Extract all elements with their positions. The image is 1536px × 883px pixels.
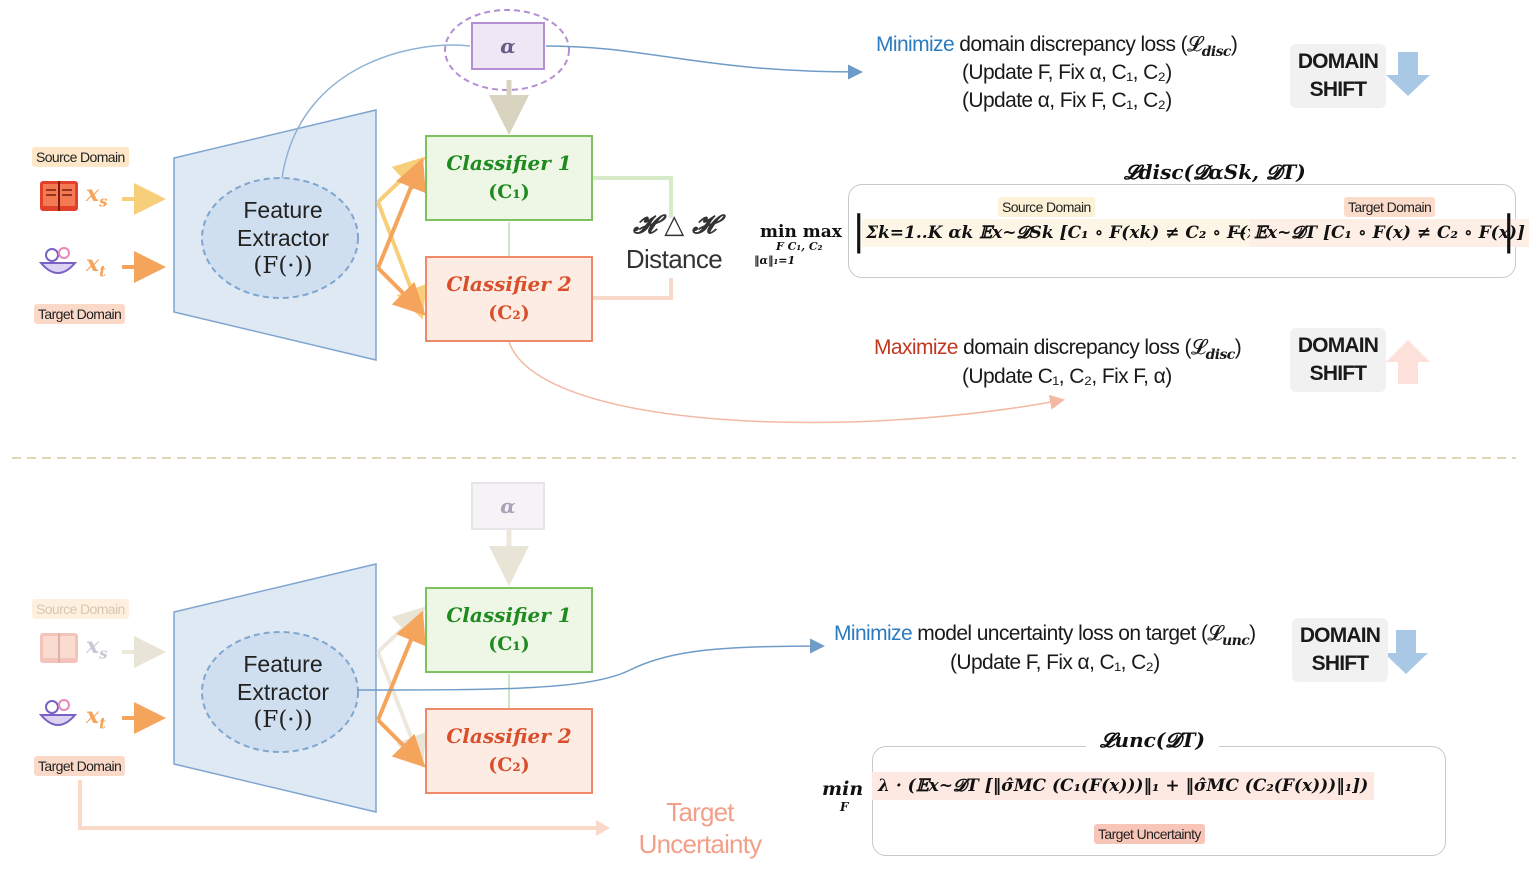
- minimize-unc-update-line: (Update F, Fix α, C₁, C₂): [950, 651, 1160, 674]
- minimize-update-alpha-line: (Update α, Fix F, C₁, C₂): [962, 89, 1172, 112]
- feature-extractor-label: Feature Extractor (F(·)): [236, 197, 330, 279]
- unc-formula-min-sub: F: [840, 800, 849, 814]
- x-target-label: xt: [86, 251, 107, 281]
- target-domain-tag-bottom: Target Domain: [34, 756, 126, 776]
- arrow-down-icon-1: [1386, 52, 1430, 96]
- target-uncertainty-label: Target Uncertainty: [638, 797, 763, 859]
- h-delta-h-distance: 𝓗 △ 𝓗 Distance: [625, 210, 723, 274]
- minimize-unc-line: Minimize model uncertainty loss on targe…: [834, 622, 1256, 650]
- disc-formula-minus: −: [1232, 223, 1248, 244]
- target-domain-tag: Target Domain: [34, 304, 126, 324]
- maximize-disc-line: Maximize domain discrepancy loss (𝓛disc): [874, 336, 1242, 364]
- book-icon-faded: [40, 633, 78, 663]
- x-source-label-faded: xs: [86, 633, 108, 663]
- unc-formula-title: 𝓛unc(𝓓T): [1086, 728, 1219, 752]
- disc-formula-constraint: ‖α‖₁=1: [754, 254, 796, 267]
- domain-shift-badge-2: DOMAIN SHIFT: [1290, 328, 1386, 392]
- domain-shift-badge-1: DOMAIN SHIFT: [1290, 44, 1386, 108]
- book-icon: [40, 181, 78, 211]
- formula-target-uncertainty-tag: Target Uncertainty: [1094, 824, 1205, 844]
- disc-formula-source-term: Σk=1..K αk 𝔼x~𝓓Sk [C₁ ∘ F(xk) ≠ C₂ ∘ F(x…: [862, 219, 1290, 247]
- source-domain-tag-faded: Source Domain: [32, 599, 129, 619]
- maximize-update-line: (Update C₁, C₂, Fix F, α): [962, 365, 1172, 388]
- minimize-disc-line: Minimize domain discrepancy loss (𝓛disc): [876, 33, 1238, 61]
- minimize-update-f-line: (Update F, Fix α, C₁, C₂): [962, 61, 1172, 84]
- formula-target-domain-tag: Target Domain: [1344, 197, 1436, 217]
- food-bowl-icon-bottom: [38, 699, 78, 726]
- x-target-label-bottom: xt: [86, 703, 107, 733]
- disc-formula-target-term: 𝔼x~𝓓T [C₁ ∘ F(x) ≠ C₂ ∘ F(x)]: [1250, 219, 1529, 247]
- source-domain-tag: Source Domain: [32, 147, 129, 167]
- disc-formula-minmax: min max: [760, 222, 842, 242]
- disc-formula-bar-right: |: [1502, 208, 1516, 254]
- alpha-box: α: [471, 22, 545, 70]
- x-source-label: xs: [86, 181, 108, 211]
- disc-formula-title: 𝓛disc(𝓓αSk, 𝓓T): [1110, 160, 1320, 184]
- domain-shift-badge-3: DOMAIN SHIFT: [1292, 618, 1388, 682]
- disc-formula-under: F C₁, C₂: [776, 240, 823, 253]
- feature-extractor-label-bottom: Feature Extractor (F(·)): [236, 651, 330, 733]
- classifier-1-box-bottom: Classifier 1 (C₁): [425, 587, 593, 673]
- arrow-down-icon-2: [1384, 630, 1428, 674]
- classifier-2-box-bottom: Classifier 2 (C₂): [425, 708, 593, 794]
- classifier-2-box: Classifier 2 (C₂): [425, 256, 593, 342]
- formula-source-domain-tag: Source Domain: [998, 197, 1095, 217]
- arrow-up-icon: [1386, 340, 1430, 384]
- unc-formula-min: min: [822, 778, 864, 800]
- classifier-1-box: Classifier 1 (C₁): [425, 135, 593, 221]
- food-bowl-icon: [38, 247, 78, 274]
- alpha-box-faded: α: [471, 482, 545, 530]
- unc-formula-body: λ · (𝔼x~𝓓T [‖σ̂MC (C₁(F(x)))‖₁ + ‖σ̂MC (…: [872, 772, 1375, 800]
